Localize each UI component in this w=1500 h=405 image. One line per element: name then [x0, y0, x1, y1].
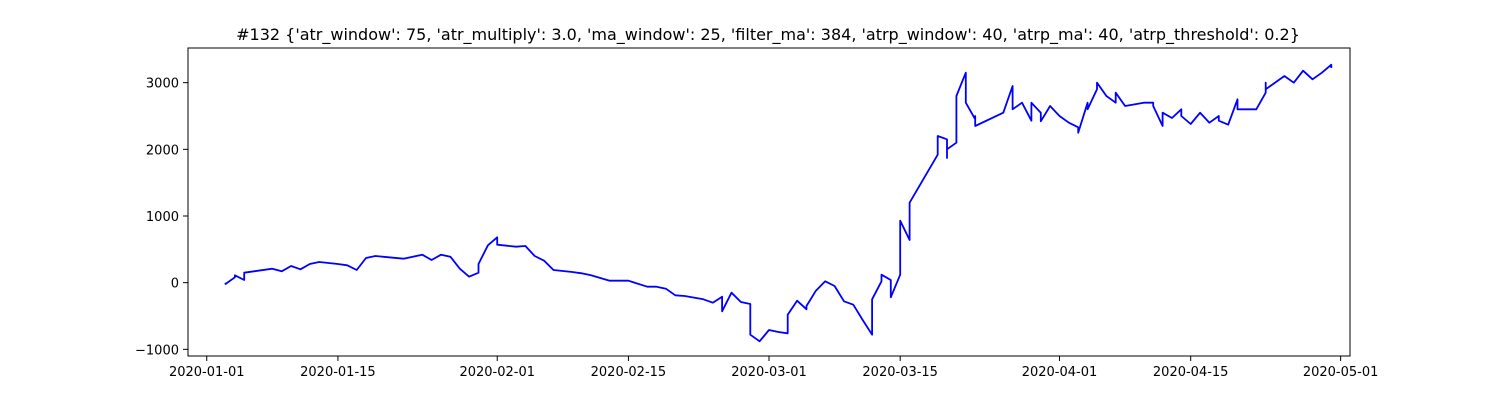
series-line-0 [224, 63, 1333, 343]
x-tick-label: 2020-04-15 [1153, 365, 1229, 380]
y-tick-label: −1000 [135, 343, 179, 358]
y-tick-label: 3000 [146, 77, 179, 92]
x-tick-label: 2020-02-15 [591, 365, 667, 380]
y-tick-label: 1000 [146, 210, 179, 225]
series-layer [224, 63, 1333, 343]
x-tick-label: 2020-01-15 [300, 365, 376, 380]
x-tick-label: 2020-01-01 [169, 365, 245, 380]
y-axis: −1000 0 1000 2000 3000 [135, 77, 188, 358]
y-tick-label: 2000 [146, 143, 179, 158]
x-axis: 2020-01-01 2020-01-15 2020-02-01 2020-02-15… [169, 356, 1378, 380]
x-tick-label: 2020-03-01 [731, 365, 807, 380]
x-tick-label: 2020-03-15 [862, 365, 938, 380]
chart-title: #132 {'atr_window': 75, 'atr_multiply': … [236, 25, 1300, 45]
plot-frame [187, 47, 1351, 357]
y-tick-label: 0 [171, 277, 179, 292]
x-tick-label: 2020-02-01 [459, 365, 535, 380]
x-tick-label: 2020-05-01 [1303, 365, 1379, 380]
x-tick-label: 2020-04-01 [1022, 365, 1098, 380]
